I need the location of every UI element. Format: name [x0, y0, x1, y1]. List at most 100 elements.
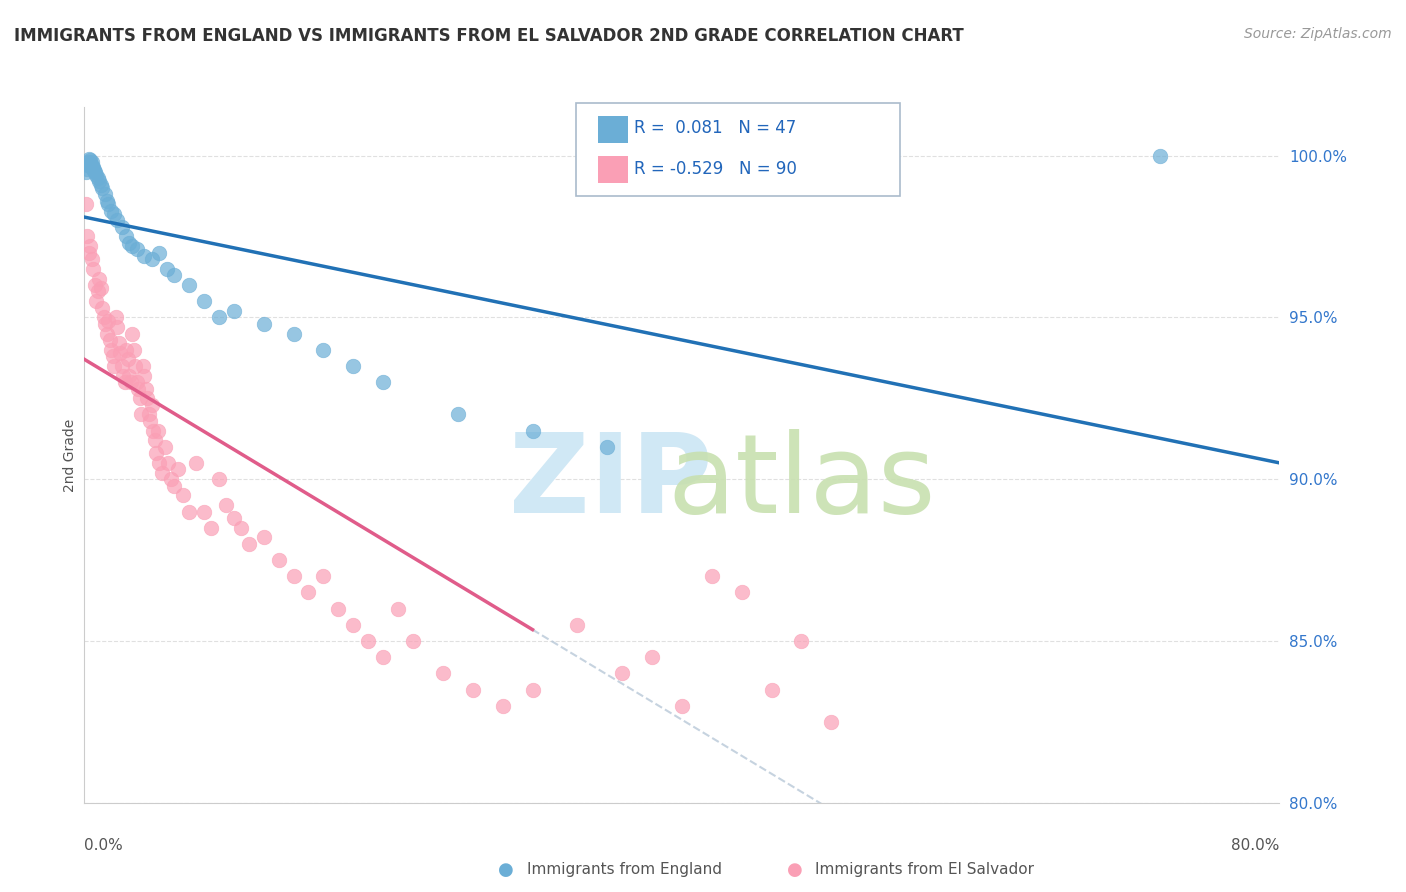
Point — [93, 310, 115, 325]
Point — [373, 650, 395, 665]
Text: 80.0%: 80.0% — [1232, 838, 1279, 854]
Point — [461, 682, 484, 697]
Point — [141, 252, 163, 267]
Point — [143, 434, 166, 448]
Point — [297, 585, 319, 599]
Point — [94, 187, 117, 202]
Point — [231, 521, 253, 535]
Point — [87, 171, 110, 186]
Point — [447, 408, 470, 422]
Point — [96, 326, 118, 341]
Point — [115, 343, 138, 357]
Point — [402, 634, 425, 648]
Point — [86, 168, 108, 182]
Point — [132, 249, 156, 263]
Point — [761, 682, 783, 697]
Point — [641, 650, 664, 665]
Point — [157, 456, 180, 470]
Point — [492, 698, 515, 713]
Point — [87, 285, 110, 299]
Point — [100, 203, 122, 218]
Point — [522, 682, 544, 697]
Point — [596, 440, 619, 454]
Point — [83, 165, 105, 179]
Point — [75, 165, 97, 179]
Point — [141, 398, 163, 412]
Point — [150, 466, 173, 480]
Point — [89, 174, 111, 188]
Point — [342, 359, 364, 373]
Point — [215, 498, 238, 512]
Point — [148, 245, 170, 260]
Point — [222, 511, 245, 525]
Point — [97, 197, 120, 211]
Point — [142, 424, 165, 438]
Point — [148, 456, 170, 470]
Point — [82, 160, 104, 174]
Point — [77, 245, 100, 260]
Point — [567, 617, 589, 632]
Text: ●: ● — [786, 861, 803, 879]
Point — [1149, 148, 1171, 162]
Point — [77, 152, 100, 166]
Point — [312, 343, 335, 357]
Point — [76, 158, 98, 172]
Point — [208, 472, 231, 486]
Point — [82, 261, 104, 276]
Text: Immigrants from El Salvador: Immigrants from El Salvador — [815, 863, 1035, 877]
Point — [193, 504, 215, 518]
Point — [253, 531, 276, 545]
Point — [82, 161, 104, 176]
Point — [612, 666, 634, 681]
Point — [373, 375, 395, 389]
Point — [79, 153, 101, 168]
Point — [83, 278, 105, 293]
Point — [103, 207, 125, 221]
Point — [222, 304, 245, 318]
Text: ZIP: ZIP — [509, 429, 711, 536]
Point — [79, 239, 101, 253]
Point — [522, 424, 544, 438]
Point — [193, 294, 215, 309]
Point — [238, 537, 260, 551]
Point — [117, 352, 139, 367]
Point — [200, 521, 222, 535]
Point — [328, 601, 350, 615]
Point — [283, 569, 305, 583]
Point — [700, 569, 723, 583]
Point — [139, 414, 162, 428]
Point — [112, 368, 135, 383]
Point — [97, 313, 120, 327]
Point — [96, 194, 118, 208]
Point — [342, 617, 364, 632]
Text: R = -0.529   N = 90: R = -0.529 N = 90 — [634, 160, 797, 178]
Point — [172, 488, 194, 502]
Point — [120, 375, 142, 389]
Point — [107, 336, 129, 351]
Point — [136, 392, 159, 406]
Point — [90, 178, 112, 192]
Point — [122, 343, 145, 357]
Point — [111, 359, 134, 373]
Point — [103, 359, 125, 373]
Point — [177, 504, 200, 518]
Point — [89, 271, 111, 285]
Point — [124, 359, 146, 373]
Point — [121, 239, 143, 253]
Point — [163, 268, 186, 283]
Point — [114, 375, 136, 389]
Point — [115, 229, 138, 244]
Point — [186, 456, 208, 470]
Point — [432, 666, 454, 681]
Text: R =  0.081   N = 47: R = 0.081 N = 47 — [634, 120, 796, 137]
Point — [153, 440, 176, 454]
Point — [387, 601, 409, 615]
Point — [357, 634, 380, 648]
Point — [160, 472, 183, 486]
Point — [77, 155, 100, 169]
Point — [163, 478, 186, 492]
Text: atlas: atlas — [668, 429, 935, 536]
Point — [111, 219, 134, 234]
Point — [80, 155, 103, 169]
Point — [135, 382, 157, 396]
